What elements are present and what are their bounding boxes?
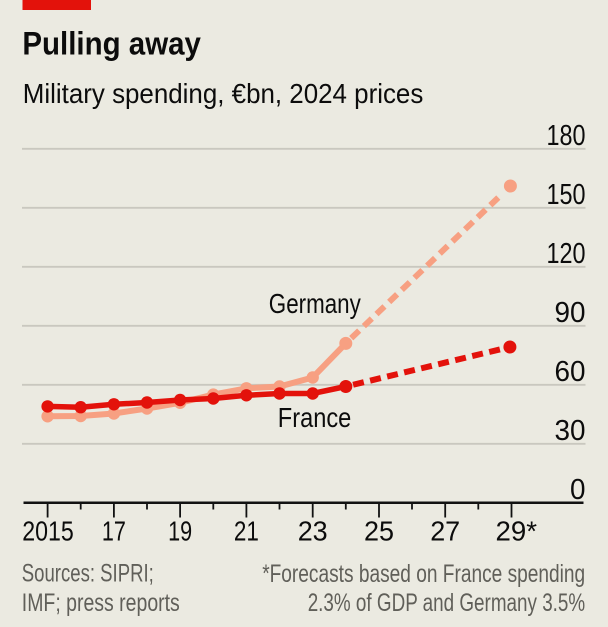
svg-text:29*: 29* [496,516,538,547]
svg-text:17: 17 [102,516,126,547]
svg-text:23: 23 [298,516,328,547]
svg-text:90: 90 [555,297,586,329]
svg-text:2.3% of GDP and Germany 3.5%: 2.3% of GDP and Germany 3.5% [308,589,586,617]
svg-text:2015: 2015 [22,516,74,547]
svg-text:27: 27 [430,516,460,547]
svg-text:120: 120 [547,238,586,270]
svg-text:60: 60 [555,356,586,388]
svg-text:France: France [278,402,352,433]
svg-text:0: 0 [570,474,586,506]
svg-text:Germany: Germany [269,288,361,319]
svg-text:25: 25 [364,516,394,547]
svg-text:*Forecasts based on France spe: *Forecasts based on France spending [262,560,585,588]
svg-text:Sources: SIPRI;: Sources: SIPRI; [22,560,154,588]
svg-text:150: 150 [547,179,586,211]
svg-text:Pulling away: Pulling away [22,26,201,62]
svg-text:30: 30 [555,415,586,447]
svg-text:21: 21 [234,516,259,547]
svg-text:IMF; press reports: IMF; press reports [22,589,180,617]
svg-text:180: 180 [547,120,586,152]
svg-text:Military spending, €bn, 2024 p: Military spending, €bn, 2024 prices [23,78,424,109]
svg-text:19: 19 [168,516,192,547]
